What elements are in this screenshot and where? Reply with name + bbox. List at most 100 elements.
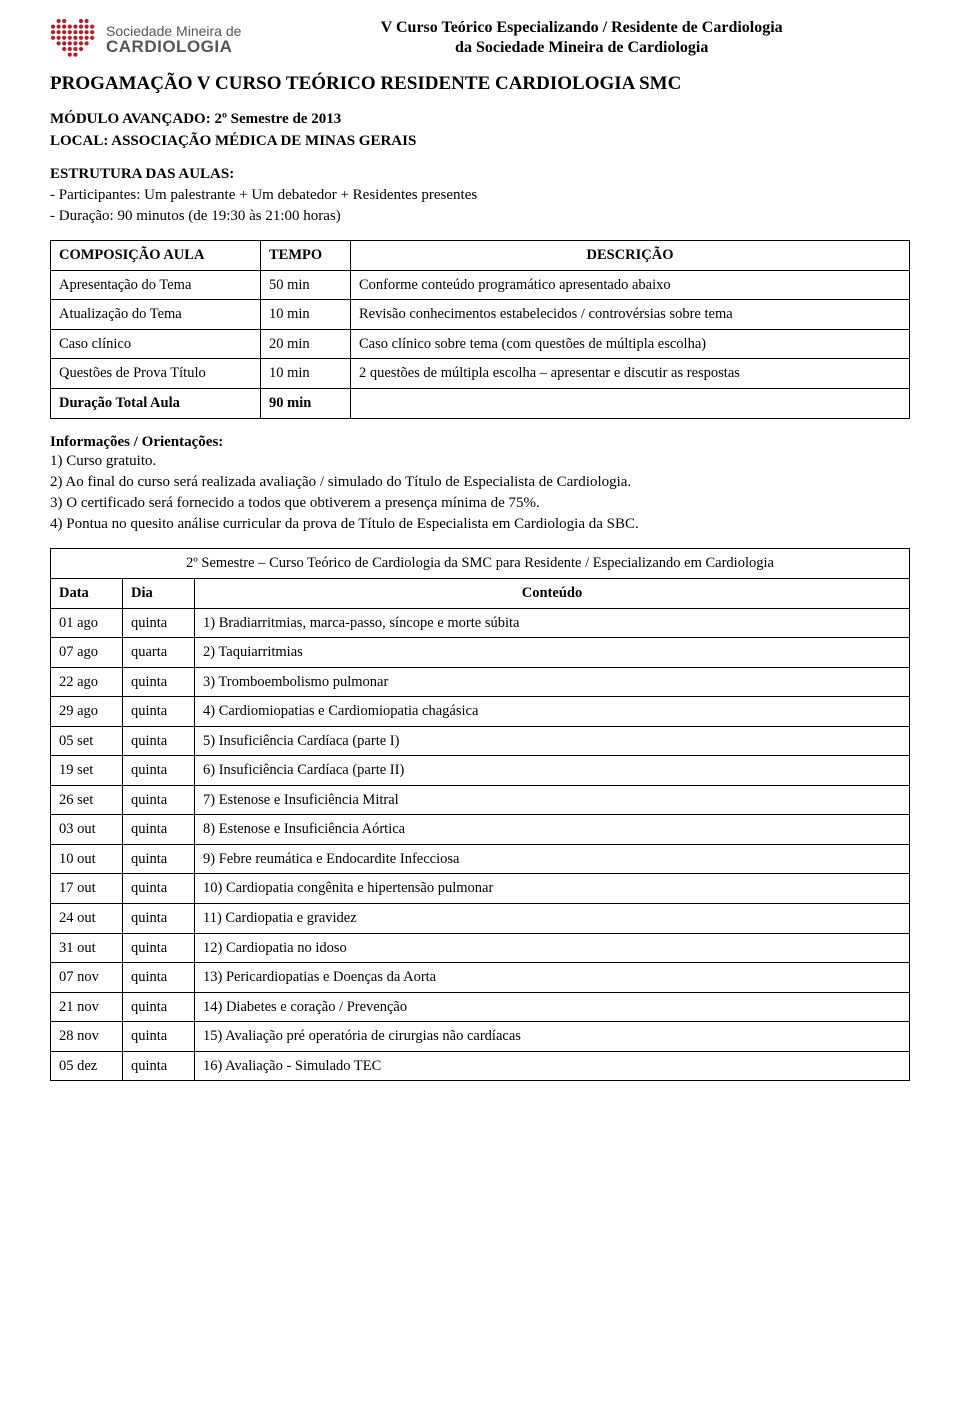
table-header-row: COMPOSIÇÃO AULA TEMPO DESCRIÇÃO [51,241,910,271]
table-row: 31 outquinta12) Cardiopatia no idoso [51,933,910,963]
info-item: 3) O certificado será fornecido a todos … [50,494,910,513]
info-title: Informações / Orientações: [50,433,910,452]
header-title-line1: V Curso Teórico Especializando / Residen… [253,18,910,38]
module-line1: MÓDULO AVANÇADO: 2º Semestre de 2013 [50,110,910,129]
cell-data: 01 ago [51,608,123,638]
cell-conteudo: 13) Pericardiopatias e Doenças da Aorta [195,963,910,993]
cell-dia: quinta [123,667,195,697]
estrutura-line2: - Duração: 90 minutos (de 19:30 às 21:00… [50,207,910,226]
th-data: Data [51,579,123,609]
cell-dia: quinta [123,756,195,786]
cell-dia: quinta [123,1022,195,1052]
cell-data: 26 set [51,785,123,815]
composition-table: COMPOSIÇÃO AULA TEMPO DESCRIÇÃO Apresent… [50,240,910,418]
info-item: 1) Curso gratuito. [50,452,910,471]
header-titles: V Curso Teórico Especializando / Residen… [253,18,910,59]
logo-block: Sociedade Mineira de CARDIOLOGIA [50,18,241,62]
info-item: 4) Pontua no quesito análise curricular … [50,515,910,534]
estrutura-title: ESTRUTURA DAS AULAS: [50,165,910,184]
th-tempo: TEMPO [261,241,351,271]
cell-conteudo: 10) Cardiopatia congênita e hipertensão … [195,874,910,904]
header-title-line2: da Sociedade Mineira de Cardiologia [253,38,910,58]
cell-data: 03 out [51,815,123,845]
cell-data: 19 set [51,756,123,786]
th-conteudo: Conteúdo [195,579,910,609]
module-line2: LOCAL: ASSOCIAÇÃO MÉDICA DE MINAS GERAIS [50,132,910,151]
cell-data: 28 nov [51,1022,123,1052]
info-item: 2) Ao final do curso será realizada aval… [50,473,910,492]
th-comp: COMPOSIÇÃO AULA [51,241,261,271]
cell-data: 07 nov [51,963,123,993]
schedule-table: 2º Semestre – Curso Teórico de Cardiolog… [50,548,910,1081]
cell-desc: Caso clínico sobre tema (com questões de… [351,329,910,359]
estrutura-block: ESTRUTURA DAS AULAS: - Participantes: Um… [50,165,910,227]
table-row: Questões de Prova Título10 min2 questões… [51,359,910,389]
cell-dia: quinta [123,815,195,845]
th-desc: DESCRIÇÃO [351,241,910,271]
cell-conteudo: 1) Bradiarritmias, marca-passo, síncope … [195,608,910,638]
cell-conteudo: 4) Cardiomiopatias e Cardiomiopatia chag… [195,697,910,727]
logo-line1: Sociedade Mineira de [106,24,241,39]
table-row: Atualização do Tema10 minRevisão conheci… [51,300,910,330]
cell-dia: quinta [123,874,195,904]
cell-dia: quinta [123,726,195,756]
cell-dia: quinta [123,933,195,963]
cell-data: 07 ago [51,638,123,668]
cell-data: 29 ago [51,697,123,727]
table-row: 07 novquinta13) Pericardiopatias e Doenç… [51,963,910,993]
cell-conteudo: 5) Insuficiência Cardíaca (parte I) [195,726,910,756]
cell-conteudo: 15) Avaliação pré operatória de cirurgia… [195,1022,910,1052]
table-row: Duração Total Aula90 min [51,388,910,418]
table-row: 28 novquinta15) Avaliação pré operatória… [51,1022,910,1052]
cell-tempo: 10 min [261,300,351,330]
cell-conteudo: 6) Insuficiência Cardíaca (parte II) [195,756,910,786]
table-row: 26 setquinta7) Estenose e Insuficiência … [51,785,910,815]
cell-dia: quarta [123,638,195,668]
cell-conteudo: 2) Taquiarritmias [195,638,910,668]
cell-comp: Atualização do Tema [51,300,261,330]
estrutura-line1: - Participantes: Um palestrante + Um deb… [50,186,910,205]
cell-conteudo: 11) Cardiopatia e gravidez [195,904,910,934]
cell-data: 05 set [51,726,123,756]
info-block: Informações / Orientações: 1) Curso grat… [50,433,910,535]
logo-line2: CARDIOLOGIA [106,38,241,56]
table-row: 21 novquinta14) Diabetes e coração / Pre… [51,992,910,1022]
cell-conteudo: 8) Estenose e Insuficiência Aórtica [195,815,910,845]
cell-conteudo: 12) Cardiopatia no idoso [195,933,910,963]
module-block: MÓDULO AVANÇADO: 2º Semestre de 2013 LOC… [50,110,910,150]
cell-conteudo: 7) Estenose e Insuficiência Mitral [195,785,910,815]
heart-logo-icon [50,18,98,62]
cell-desc [351,388,910,418]
schedule-title-row: 2º Semestre – Curso Teórico de Cardiolog… [51,549,910,579]
cell-conteudo: 16) Avaliação - Simulado TEC [195,1051,910,1081]
table-row: 03 outquinta8) Estenose e Insuficiência … [51,815,910,845]
cell-desc: Revisão conhecimentos estabelecidos / co… [351,300,910,330]
cell-comp: Duração Total Aula [51,388,261,418]
cell-data: 17 out [51,874,123,904]
cell-dia: quinta [123,844,195,874]
cell-tempo: 90 min [261,388,351,418]
cell-conteudo: 9) Febre reumática e Endocardite Infecci… [195,844,910,874]
cell-data: 05 dez [51,1051,123,1081]
cell-dia: quinta [123,697,195,727]
table-row: 19 setquinta6) Insuficiência Cardíaca (p… [51,756,910,786]
table-row: 17 outquinta10) Cardiopatia congênita e … [51,874,910,904]
cell-data: 21 nov [51,992,123,1022]
cell-dia: quinta [123,904,195,934]
table-row: 24 outquinta11) Cardiopatia e gravidez [51,904,910,934]
cell-comp: Caso clínico [51,329,261,359]
cell-data: 24 out [51,904,123,934]
cell-data: 31 out [51,933,123,963]
cell-comp: Apresentação do Tema [51,270,261,300]
cell-dia: quinta [123,963,195,993]
table-row: Apresentação do Tema50 minConforme conte… [51,270,910,300]
table-row: 01 agoquinta1) Bradiarritmias, marca-pas… [51,608,910,638]
cell-desc: Conforme conteúdo programático apresenta… [351,270,910,300]
cell-conteudo: 3) Tromboembolismo pulmonar [195,667,910,697]
table-row: 05 dezquinta16) Avaliação - Simulado TEC [51,1051,910,1081]
cell-tempo: 50 min [261,270,351,300]
table-row: 10 outquinta9) Febre reumática e Endocar… [51,844,910,874]
table-row: 29 agoquinta4) Cardiomiopatias e Cardiom… [51,697,910,727]
cell-dia: quinta [123,608,195,638]
table-row: 22 agoquinta3) Tromboembolismo pulmonar [51,667,910,697]
